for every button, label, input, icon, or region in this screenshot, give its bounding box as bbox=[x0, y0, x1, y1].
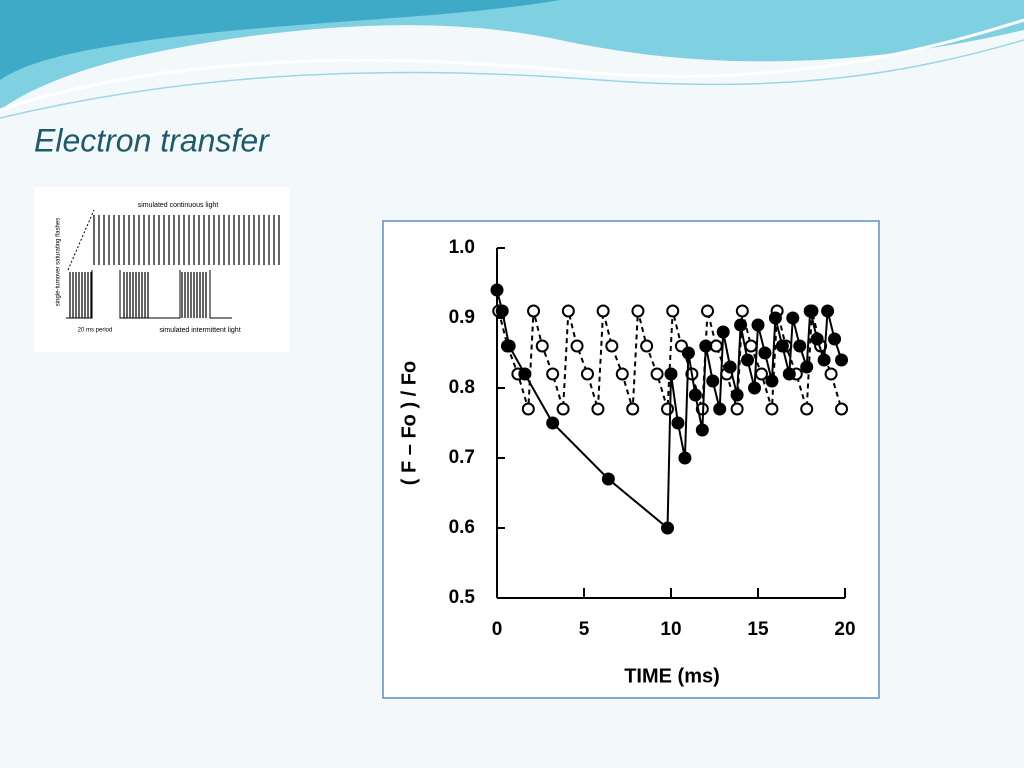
data-point bbox=[828, 332, 842, 346]
data-point bbox=[741, 353, 755, 367]
data-point bbox=[786, 311, 800, 325]
data-point bbox=[678, 451, 692, 465]
y-tick-label: 0.8 bbox=[449, 377, 475, 398]
data-point bbox=[765, 374, 779, 388]
x-tick-label: 20 bbox=[834, 619, 855, 640]
data-point bbox=[735, 304, 749, 318]
data-point bbox=[748, 381, 762, 395]
data-point bbox=[716, 325, 730, 339]
data-point bbox=[535, 339, 549, 353]
data-point bbox=[527, 304, 541, 318]
data-point bbox=[688, 388, 702, 402]
diagram-label: simulated intermittent light bbox=[159, 327, 240, 334]
data-point bbox=[782, 367, 796, 381]
data-point bbox=[518, 367, 532, 381]
data-point bbox=[661, 521, 675, 535]
data-point bbox=[490, 283, 504, 297]
data-point bbox=[605, 339, 619, 353]
x-tick-label: 5 bbox=[579, 619, 590, 640]
y-axis-label: ( F – Fo ) / Fo bbox=[398, 361, 420, 485]
x-axis-label: TIME (ms) bbox=[624, 665, 720, 687]
slide-title: Electron transfer bbox=[34, 122, 270, 158]
y-tick-label: 0.7 bbox=[449, 447, 475, 468]
data-point bbox=[751, 318, 765, 332]
series-line bbox=[497, 310, 843, 410]
y-tick-label: 1.0 bbox=[449, 237, 475, 258]
x-tick-label: 10 bbox=[660, 619, 681, 640]
data-point bbox=[681, 346, 695, 360]
data-point bbox=[580, 367, 594, 381]
data-point bbox=[713, 402, 727, 416]
data-point bbox=[661, 402, 675, 416]
data-point bbox=[601, 472, 615, 486]
data-point bbox=[701, 304, 715, 318]
data-point bbox=[650, 367, 664, 381]
data-point bbox=[765, 402, 779, 416]
data-point bbox=[744, 339, 758, 353]
data-point bbox=[695, 423, 709, 437]
data-point bbox=[671, 416, 685, 430]
wave bbox=[0, 0, 560, 80]
data-point bbox=[561, 304, 575, 318]
data-point bbox=[768, 311, 782, 325]
chart-frame bbox=[382, 220, 880, 699]
y-tick-label: 0.9 bbox=[449, 307, 475, 328]
wave-line bbox=[0, 18, 1024, 112]
data-point bbox=[821, 304, 835, 318]
data-point bbox=[699, 339, 713, 353]
data-point bbox=[723, 360, 737, 374]
y-tick-label: 0.5 bbox=[449, 587, 476, 608]
data-point bbox=[817, 353, 831, 367]
data-point bbox=[734, 318, 748, 332]
diagram-frame bbox=[34, 187, 290, 352]
data-point bbox=[800, 402, 814, 416]
x-tick-label: 15 bbox=[747, 619, 769, 640]
data-point bbox=[631, 304, 645, 318]
data-point bbox=[546, 416, 560, 430]
data-point bbox=[521, 402, 535, 416]
data-point bbox=[730, 388, 744, 402]
data-point bbox=[556, 402, 570, 416]
data-point bbox=[709, 339, 723, 353]
data-point bbox=[810, 332, 824, 346]
data-point bbox=[706, 374, 720, 388]
data-point bbox=[591, 402, 605, 416]
ramp bbox=[67, 209, 95, 271]
wave-line bbox=[0, 39, 1024, 119]
data-point bbox=[800, 360, 814, 374]
data-point bbox=[664, 367, 678, 381]
data-point bbox=[495, 304, 509, 318]
diagram-label: simulated continuous light bbox=[138, 202, 219, 209]
data-point bbox=[835, 402, 849, 416]
chart: TIME (ms) ( F – Fo ) / Fo 0.5 0.6 0.7 0.8 0.… bbox=[398, 237, 855, 687]
data-point bbox=[666, 304, 680, 318]
pulse-lines bbox=[69, 215, 280, 318]
data-point bbox=[803, 304, 817, 318]
data-point bbox=[546, 367, 560, 381]
x-tick-label: 0 bbox=[492, 619, 503, 640]
inset-diagram: simulated continuous light single-turnov… bbox=[34, 187, 290, 352]
data-point bbox=[502, 339, 516, 353]
diagram-label: 20 ms period bbox=[78, 328, 113, 334]
data-point bbox=[640, 339, 654, 353]
data-point bbox=[626, 402, 640, 416]
intermittent-envelope bbox=[66, 270, 232, 319]
data-point bbox=[754, 367, 768, 381]
data-point bbox=[775, 339, 789, 353]
data-point bbox=[793, 339, 807, 353]
data-point bbox=[758, 346, 772, 360]
data-point bbox=[596, 304, 610, 318]
y-tick-label: 0.6 bbox=[449, 517, 475, 538]
data-point bbox=[835, 353, 849, 367]
data-point bbox=[824, 367, 838, 381]
data-point bbox=[730, 402, 744, 416]
data-point bbox=[615, 367, 629, 381]
data-point bbox=[570, 339, 584, 353]
diagram-label: single-turnover saturating flashes bbox=[56, 218, 62, 306]
